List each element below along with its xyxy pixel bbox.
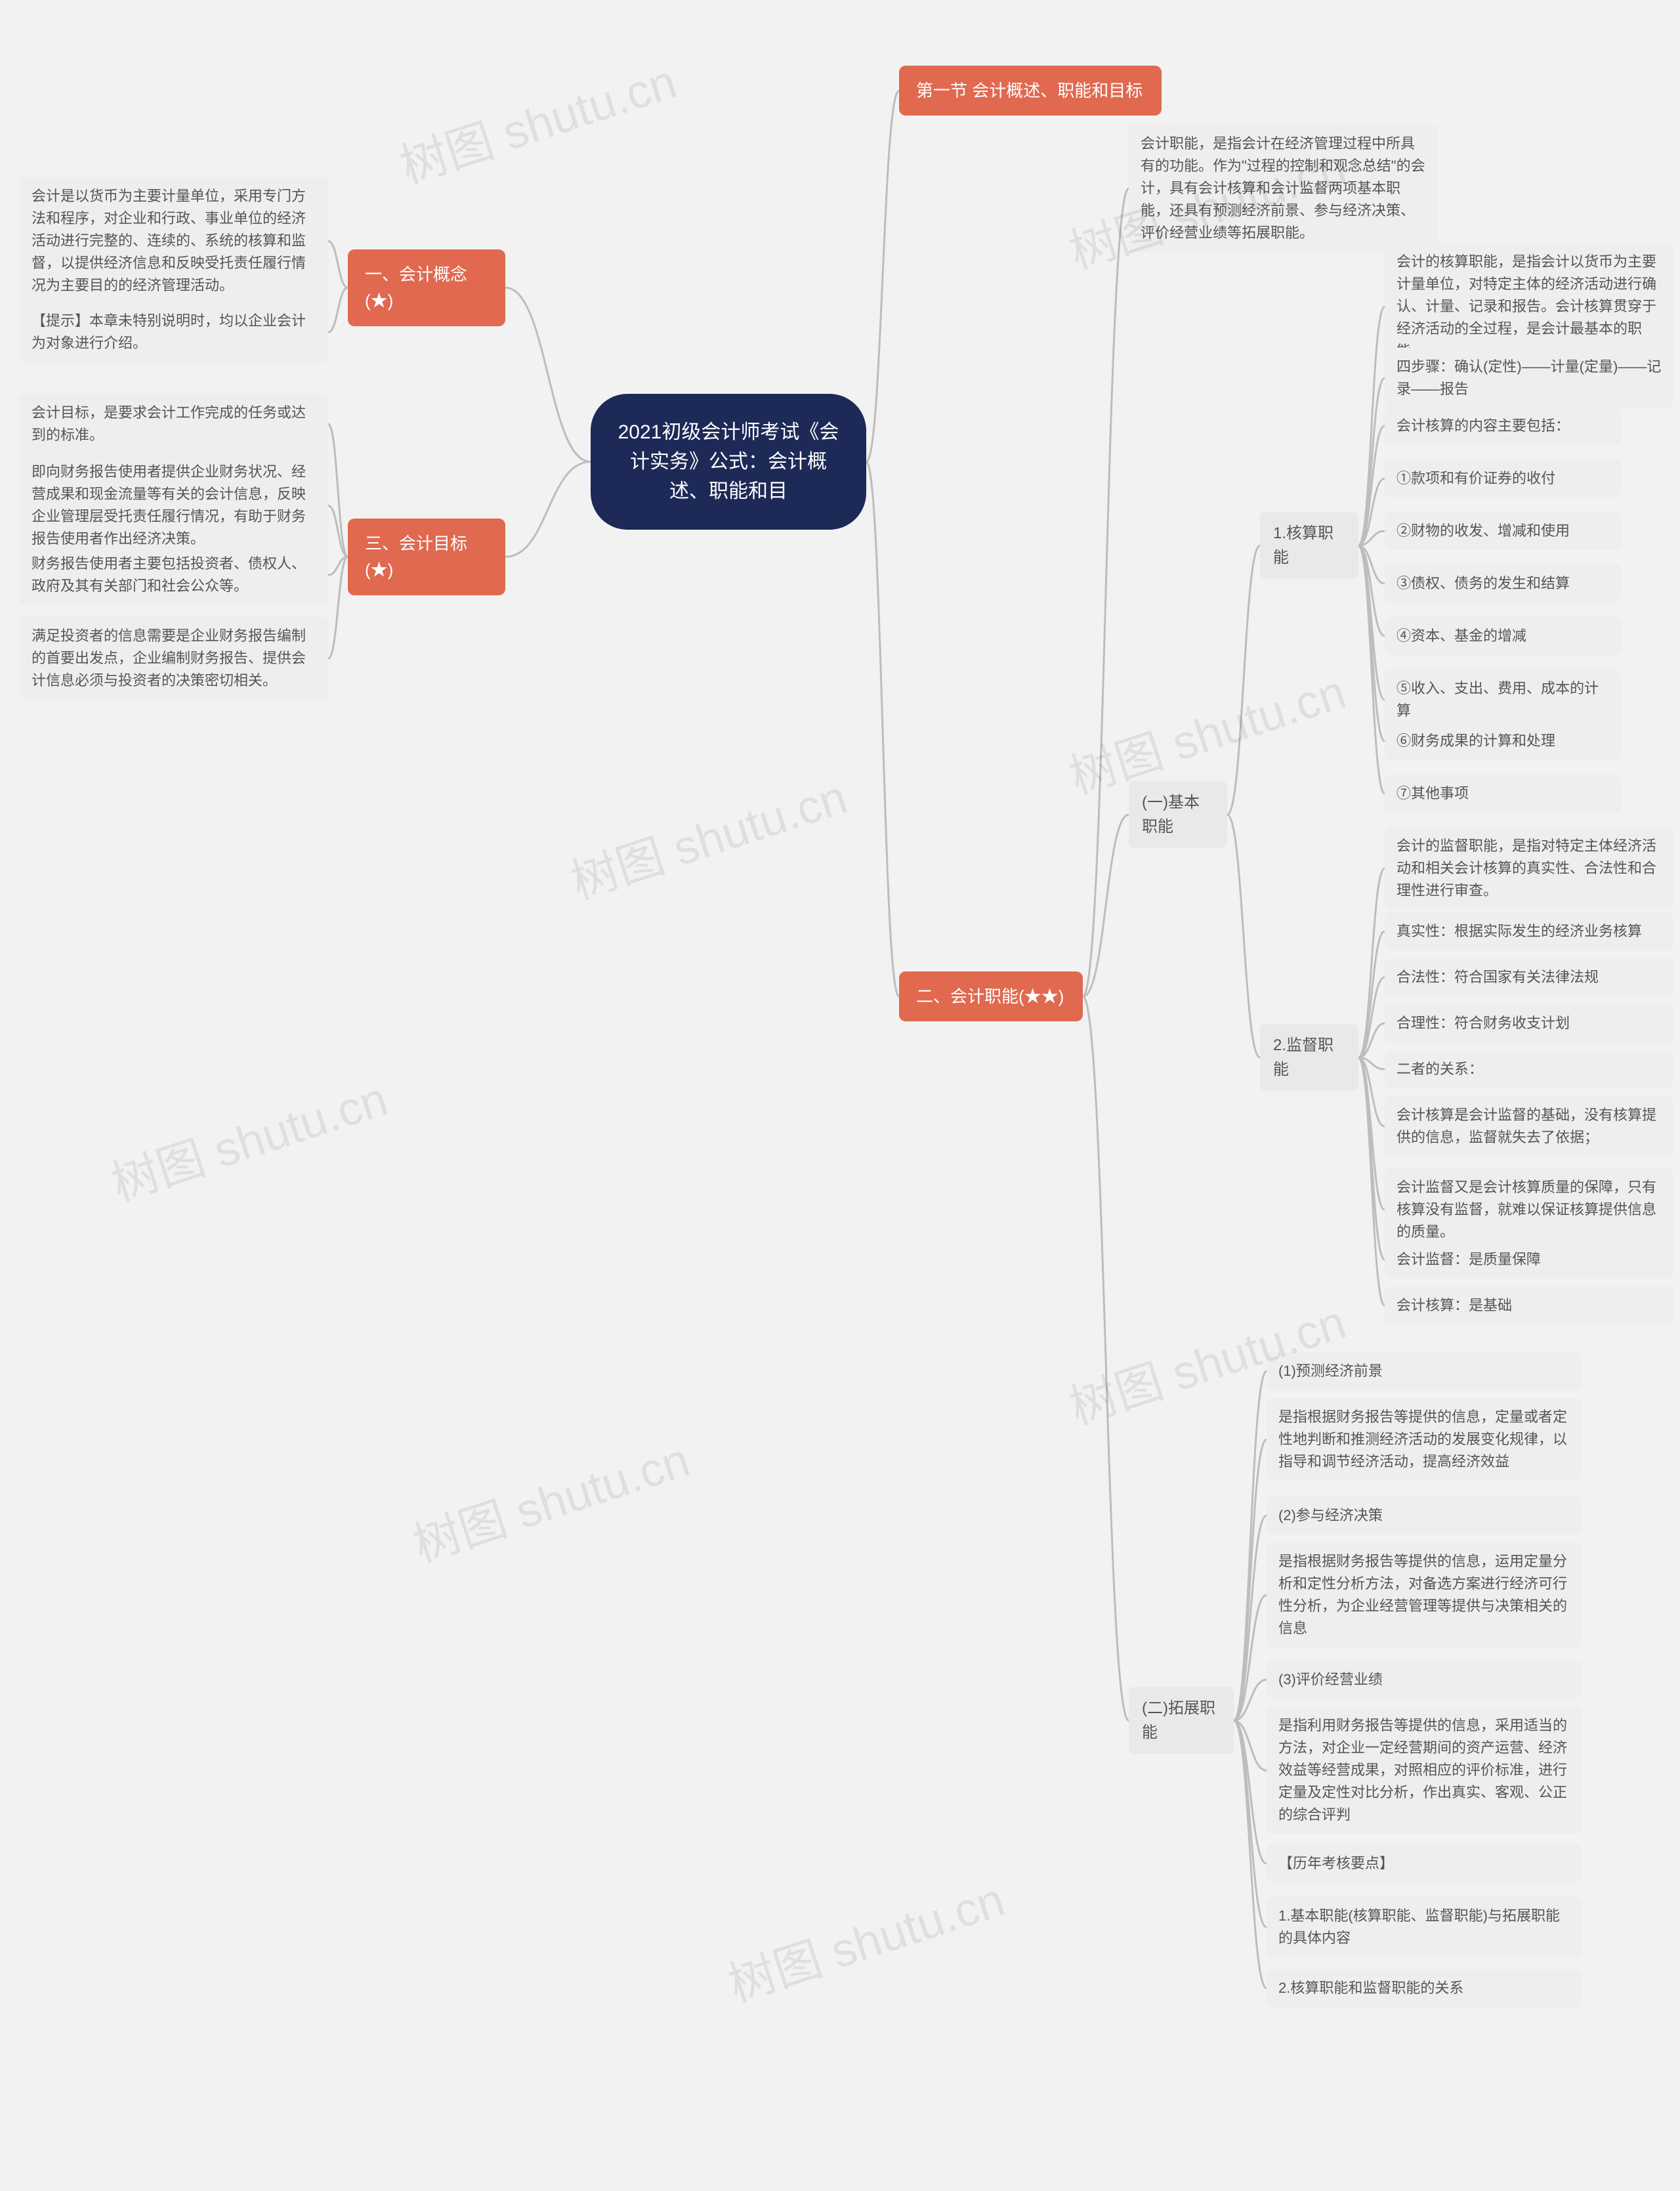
branch-label: 第一节 会计概述、职能和目标 [916, 81, 1143, 100]
branch-section-1: 一、会计概念(★) [348, 249, 505, 326]
jiandu-item: 会计核算是会计监督的基础，没有核算提供的信息，监督就失去了依据； [1385, 1096, 1673, 1157]
hesuan-item: ⑤收入、支出、费用、成本的计算 [1385, 670, 1621, 730]
branch-section-2: 二、会计职能(★★) [899, 971, 1083, 1021]
extend-item: 1.基本职能(核算职能、监督职能)与拓展职能的具体内容 [1267, 1897, 1582, 1957]
hesuan-item: ①款项和有价证券的收付 [1385, 459, 1621, 498]
root-node: 2021初级会计师考试《会计实务》公式：会计概述、职能和目 [591, 394, 866, 530]
hesuan-item: ④资本、基金的增减 [1385, 617, 1621, 655]
watermark: 树图 shutu.cn [718, 1861, 1011, 2015]
sec1-leaf: 【提示】本章未特别说明时，均以企业会计为对象进行介绍。 [20, 302, 328, 362]
branch-label: 一、会计概念(★) [365, 265, 467, 310]
sec3-leaf: 即向财务报告使用者提供企业财务状况、经营成果和现金流量等有关的会计信息，反映企业… [20, 453, 328, 558]
root-label: 2021初级会计师考试《会计实务》公式：会计概述、职能和目 [618, 421, 839, 502]
watermark: 树图 shutu.cn [403, 1421, 696, 1575]
sec3-leaf: 满足投资者的信息需要是企业财务报告编制的首要出发点，企业编制财务报告、提供会计信… [20, 617, 328, 700]
hesuan-item: ⑦其他事项 [1385, 775, 1621, 813]
sec3-leaf: 财务报告使用者主要包括投资者、债权人、政府及其有关部门和社会公众等。 [20, 545, 328, 605]
jiandu-item: 会计监督又是会计核算质量的保障，只有核算没有监督，就难以保证核算提供信息的质量。 [1385, 1168, 1673, 1251]
watermark: 树图 shutu.cn [560, 758, 854, 912]
jiandu-node: 2.监督职能 [1260, 1024, 1358, 1091]
jiandu-item: 合理性：符合财务收支计划 [1385, 1004, 1673, 1042]
jiandu-intro: 会计的监督职能，是指对特定主体经济活动和相关会计核算的真实性、合法性和合理性进行… [1385, 827, 1673, 910]
extend-item: 【历年考核要点】 [1267, 1844, 1582, 1883]
hesuan-content-label: 会计核算的内容主要包括： [1385, 407, 1621, 445]
extend-item: (1)预测经济前景 [1267, 1352, 1582, 1390]
extend-item: 是指根据财务报告等提供的信息，运用定量分析和定性分析方法，对备选方案进行经济可行… [1267, 1542, 1582, 1648]
hesuan-node: 1.核算职能 [1260, 512, 1358, 579]
sec3-leaf: 会计目标，是要求会计工作完成的任务或达到的标准。 [20, 394, 328, 454]
branch-label: 二、会计职能(★★) [916, 987, 1064, 1006]
watermark: 树图 shutu.cn [390, 43, 683, 197]
hesuan-item: ⑥财务成果的计算和处理 [1385, 722, 1621, 760]
hesuan-item: ②财物的收发、增减和使用 [1385, 512, 1621, 550]
extend-item: (2)参与经济决策 [1267, 1497, 1582, 1535]
watermark: 树图 shutu.cn [101, 1060, 394, 1214]
jiandu-item: 二者的关系： [1385, 1050, 1673, 1088]
basic-functions: (一)基本职能 [1129, 781, 1227, 848]
extend-item: 是指根据财务报告等提供的信息，定量或者定性地判断和推测经济活动的发展变化规律，以… [1267, 1398, 1582, 1481]
extend-functions: (二)拓展职能 [1129, 1687, 1234, 1754]
hesuan-item: ③债权、债务的发生和结算 [1385, 564, 1621, 603]
sec2-intro: 会计职能，是指会计在经济管理过程中所具有的功能。作为"过程的控制和观念总结"的会… [1129, 125, 1437, 252]
extend-item: 2.核算职能和监督职能的关系 [1267, 1969, 1582, 2007]
jiandu-item: 真实性：根据实际发生的经济业务核算 [1385, 912, 1673, 950]
extend-item: (3)评价经营业绩 [1267, 1661, 1582, 1699]
jiandu-item: 会计核算：是基础 [1385, 1287, 1673, 1325]
sec1-leaf: 会计是以货币为主要计量单位，采用专门方法和程序，对企业和行政、事业单位的经济活动… [20, 177, 328, 305]
jiandu-item: 会计监督：是质量保障 [1385, 1241, 1673, 1279]
hesuan-steps: 四步骤：确认(定性)——计量(定量)——记录——报告 [1385, 348, 1673, 408]
branch-section-0: 第一节 会计概述、职能和目标 [899, 66, 1162, 116]
extend-item: 是指利用财务报告等提供的信息，采用适当的方法，对企业一定经营期间的资产运营、经济… [1267, 1707, 1582, 1834]
branch-section-3: 三、会计目标(★) [348, 519, 505, 595]
jiandu-item: 合法性：符合国家有关法律法规 [1385, 958, 1673, 996]
branch-label: 三、会计目标(★) [365, 534, 467, 580]
